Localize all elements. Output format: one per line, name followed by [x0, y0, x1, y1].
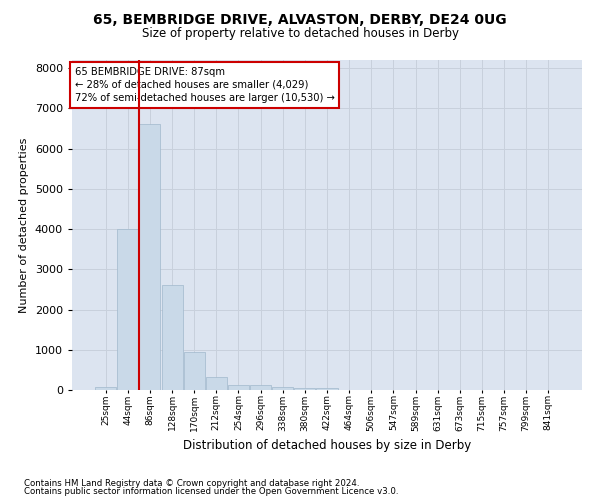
Text: Contains public sector information licensed under the Open Government Licence v3: Contains public sector information licen… [24, 487, 398, 496]
Bar [206, 376, 227, 390]
Bar [184, 352, 205, 390]
Text: Contains HM Land Registry data © Crown copyright and database right 2024.: Contains HM Land Registry data © Crown c… [24, 478, 359, 488]
Bar [295, 388, 316, 390]
Y-axis label: Number of detached properties: Number of detached properties [19, 138, 29, 312]
Text: 65 BEMBRIDGE DRIVE: 87sqm
← 28% of detached houses are smaller (4,029)
72% of se: 65 BEMBRIDGE DRIVE: 87sqm ← 28% of detac… [74, 66, 334, 103]
Bar [228, 385, 249, 390]
Text: Size of property relative to detached houses in Derby: Size of property relative to detached ho… [142, 28, 458, 40]
Bar [250, 385, 271, 390]
Bar [161, 284, 182, 390]
X-axis label: Distribution of detached houses by size in Derby: Distribution of detached houses by size … [183, 439, 471, 452]
Bar [139, 124, 160, 390]
Title: Size of property relative to detached houses in Derby: Size of property relative to detached ho… [0, 499, 1, 500]
Bar [95, 387, 116, 390]
Bar [272, 387, 293, 390]
Text: 65, BEMBRIDGE DRIVE, ALVASTON, DERBY, DE24 0UG: 65, BEMBRIDGE DRIVE, ALVASTON, DERBY, DE… [93, 12, 507, 26]
Bar [316, 388, 338, 390]
Bar [118, 229, 139, 390]
